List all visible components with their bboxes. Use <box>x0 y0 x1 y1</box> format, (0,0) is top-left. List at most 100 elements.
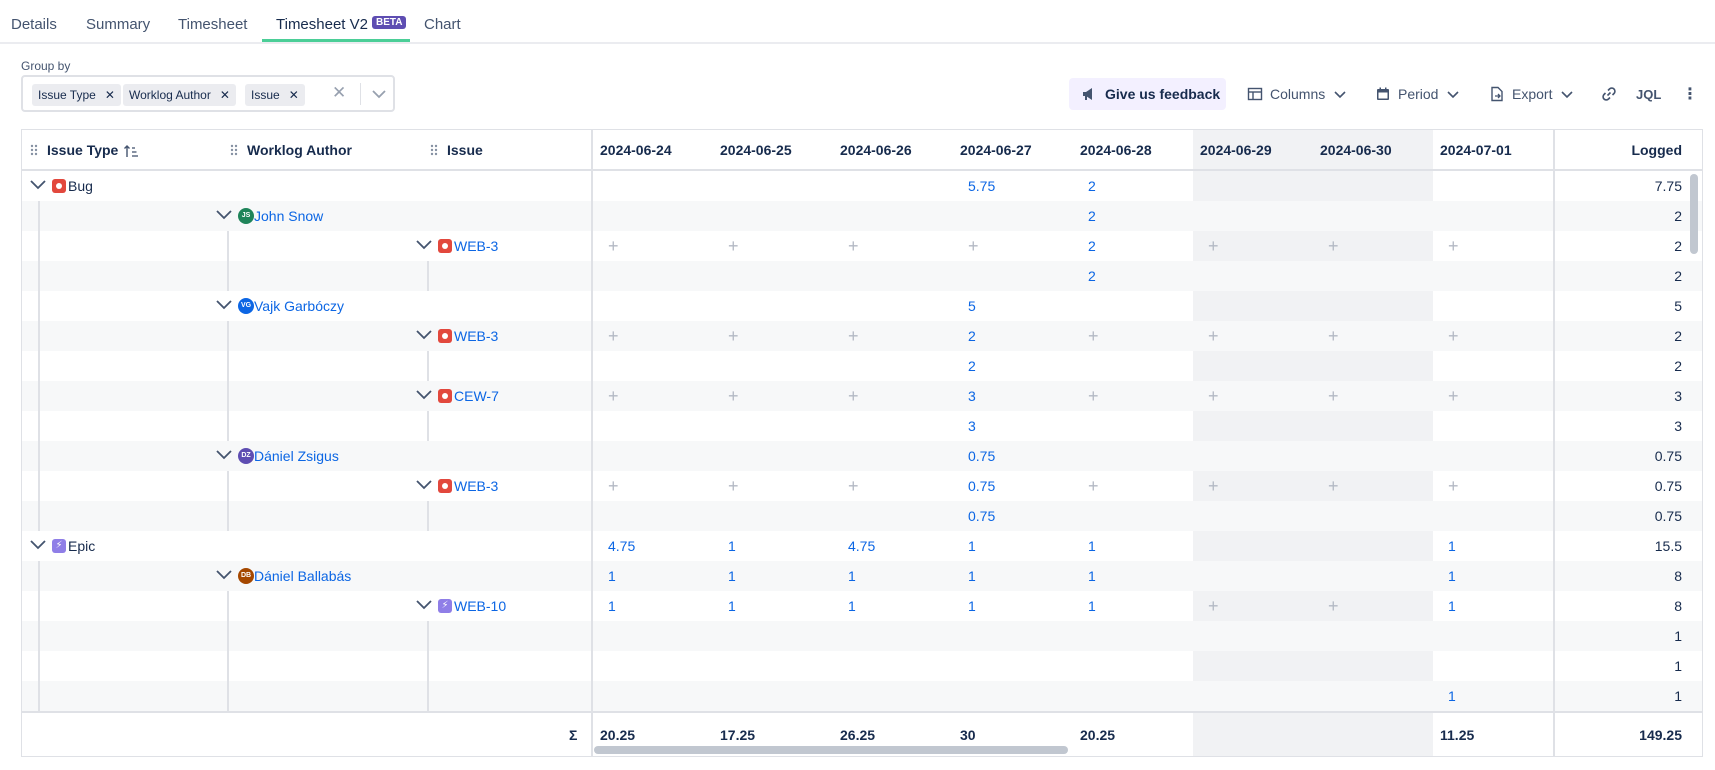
worklog-value[interactable]: 2 <box>1088 178 1096 194</box>
add-worklog-icon[interactable]: + <box>1328 596 1339 616</box>
add-worklog-icon[interactable]: + <box>1328 386 1339 406</box>
worklog-value[interactable]: 1 <box>728 538 736 554</box>
add-worklog-icon[interactable]: + <box>1208 596 1219 616</box>
chevron-down-icon[interactable] <box>416 239 432 251</box>
add-worklog-icon[interactable]: + <box>1328 476 1339 496</box>
tab-details[interactable]: Details <box>11 16 57 33</box>
chevron-down-icon[interactable] <box>216 209 232 221</box>
worklog-value[interactable]: 5.75 <box>968 178 996 194</box>
add-worklog-icon[interactable]: + <box>1088 326 1099 346</box>
jql-button[interactable]: JQL <box>1636 86 1662 102</box>
add-worklog-icon[interactable]: + <box>968 236 979 256</box>
worklog-value[interactable]: 1 <box>1448 598 1456 614</box>
chevron-down-icon[interactable] <box>416 329 432 341</box>
worklog-value[interactable]: 3 <box>968 418 976 434</box>
header-issue-type[interactable]: Issue Type <box>47 142 119 158</box>
worklog-value[interactable]: 1 <box>968 538 976 554</box>
worklog-value[interactable]: 1 <box>1088 538 1096 554</box>
chevron-down-icon[interactable] <box>416 599 432 611</box>
tab-summary[interactable]: Summary <box>86 16 151 33</box>
worklog-value[interactable]: 2 <box>968 358 976 374</box>
header-date[interactable]: 2024-06-28 <box>1080 142 1152 158</box>
header-date[interactable]: 2024-06-30 <box>1320 142 1392 158</box>
header-worklog-author[interactable]: Worklog Author <box>247 142 352 158</box>
header-date[interactable]: 2024-06-25 <box>720 142 792 158</box>
add-worklog-icon[interactable]: + <box>728 476 739 496</box>
tab-chart[interactable]: Chart <box>424 16 461 33</box>
chevron-down-icon[interactable] <box>216 299 232 311</box>
add-worklog-icon[interactable]: + <box>1448 326 1459 346</box>
worklog-value[interactable]: 1 <box>848 598 856 614</box>
issue-link[interactable]: CEW-7 <box>454 388 499 404</box>
drag-handle-icon[interactable] <box>230 144 238 156</box>
add-worklog-icon[interactable]: + <box>608 476 619 496</box>
add-worklog-icon[interactable]: + <box>848 236 859 256</box>
add-worklog-icon[interactable]: + <box>1208 236 1219 256</box>
header-logged[interactable]: Logged <box>1631 142 1682 158</box>
remove-chip-icon[interactable]: ✕ <box>288 88 299 102</box>
chevron-down-icon[interactable] <box>30 539 46 551</box>
add-worklog-icon[interactable]: + <box>1328 236 1339 256</box>
period-button[interactable]: Period <box>1375 78 1461 110</box>
author-link[interactable]: Dániel Zsigus <box>254 448 339 464</box>
chevron-down-icon[interactable] <box>416 389 432 401</box>
add-worklog-icon[interactable]: + <box>1088 476 1099 496</box>
worklog-value[interactable]: 2 <box>968 328 976 344</box>
worklog-value[interactable]: 1 <box>728 598 736 614</box>
worklog-value[interactable]: 1 <box>1448 538 1456 554</box>
worklog-value[interactable]: 1 <box>1088 568 1096 584</box>
add-worklog-icon[interactable]: + <box>848 386 859 406</box>
more-options-icon[interactable]: ⋮ <box>1682 86 1698 103</box>
issue-link[interactable]: WEB-3 <box>454 238 499 254</box>
worklog-value[interactable]: 0.75 <box>968 448 996 464</box>
worklog-value[interactable]: 2 <box>1088 268 1096 284</box>
header-date[interactable]: 2024-06-24 <box>600 142 672 158</box>
tab-timesheet[interactable]: Timesheet <box>178 16 248 33</box>
add-worklog-icon[interactable]: + <box>608 236 619 256</box>
vertical-scrollbar[interactable] <box>1690 174 1698 254</box>
add-worklog-icon[interactable]: + <box>1208 476 1219 496</box>
add-worklog-icon[interactable]: + <box>1328 326 1339 346</box>
worklog-value[interactable]: 2 <box>1088 238 1096 254</box>
add-worklog-icon[interactable]: + <box>1208 386 1219 406</box>
remove-chip-icon[interactable]: ✕ <box>104 88 115 102</box>
add-worklog-icon[interactable]: + <box>848 326 859 346</box>
add-worklog-icon[interactable]: + <box>728 236 739 256</box>
worklog-value[interactable]: 1 <box>968 568 976 584</box>
add-worklog-icon[interactable]: + <box>848 476 859 496</box>
export-button[interactable]: Export <box>1489 78 1575 110</box>
worklog-value[interactable]: 1 <box>1088 598 1096 614</box>
drag-handle-icon[interactable] <box>30 144 38 156</box>
worklog-value[interactable]: 1 <box>968 598 976 614</box>
worklog-value[interactable]: 1 <box>1448 688 1456 704</box>
worklog-value[interactable]: 0.75 <box>968 508 996 524</box>
chevron-down-icon[interactable] <box>369 83 389 105</box>
worklog-value[interactable]: 1 <box>608 568 616 584</box>
sort-ascending-icon[interactable] <box>123 144 139 158</box>
worklog-value[interactable]: 3 <box>968 388 976 404</box>
issue-link[interactable]: WEB-3 <box>454 478 499 494</box>
worklog-value[interactable]: 5 <box>968 298 976 314</box>
header-issue[interactable]: Issue <box>447 142 483 158</box>
worklog-value[interactable]: 1 <box>608 598 616 614</box>
header-date[interactable]: 2024-06-29 <box>1200 142 1272 158</box>
add-worklog-icon[interactable]: + <box>1088 386 1099 406</box>
worklog-value[interactable]: 1 <box>728 568 736 584</box>
add-worklog-icon[interactable]: + <box>608 386 619 406</box>
worklog-value[interactable]: 0.75 <box>968 478 996 494</box>
groupby-select[interactable]: Issue Type ✕ Worklog Author ✕ Issue ✕ ✕ <box>21 75 395 112</box>
add-worklog-icon[interactable]: + <box>1208 326 1219 346</box>
worklog-value[interactable]: 1 <box>848 568 856 584</box>
drag-handle-icon[interactable] <box>430 144 438 156</box>
chevron-down-icon[interactable] <box>416 479 432 491</box>
add-worklog-icon[interactable]: + <box>1448 236 1459 256</box>
worklog-value[interactable]: 4.75 <box>608 538 636 554</box>
give-feedback-button[interactable]: Give us feedback <box>1069 78 1226 110</box>
issue-link[interactable]: WEB-3 <box>454 328 499 344</box>
author-link[interactable]: John Snow <box>254 208 324 224</box>
add-worklog-icon[interactable]: + <box>1448 386 1459 406</box>
chevron-down-icon[interactable] <box>216 569 232 581</box>
issue-link[interactable]: WEB-10 <box>454 598 507 614</box>
tab-timesheet-v2[interactable]: Timesheet V2 BETA <box>276 16 407 42</box>
header-date[interactable]: 2024-06-27 <box>960 142 1032 158</box>
